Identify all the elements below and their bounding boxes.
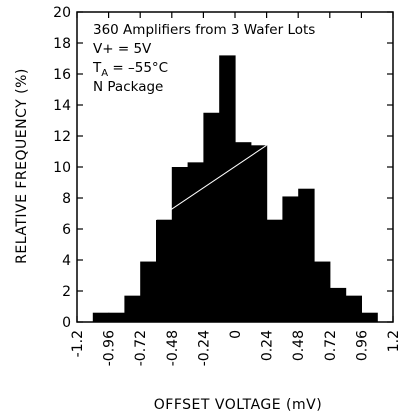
x-tick-label: -1.2 [70, 330, 86, 357]
x-tick-label: 0.48 [291, 330, 307, 361]
y-tick-label: 6 [62, 222, 71, 238]
x-tick-label: 1.2 [386, 330, 401, 352]
histogram-bar [203, 112, 220, 322]
histogram-bar [298, 188, 315, 322]
histogram-bar [266, 219, 283, 322]
y-tick-label: 2 [62, 284, 71, 300]
annotation-t: T [92, 60, 102, 76]
y-tick-label: 8 [62, 191, 71, 207]
y-tick-label: 4 [62, 253, 71, 269]
annotation-line-2: V+ = 5V [93, 41, 152, 57]
annotation-line-3: TA = –55°C [92, 60, 168, 79]
histogram-bar [282, 196, 299, 322]
y-tick-label: 20 [53, 5, 71, 21]
histogram-bar [187, 162, 204, 322]
y-ticks-group: 0 2 4 6 8 10 12 14 16 18 20 [53, 5, 393, 331]
x-tick-label: 0 [228, 330, 244, 339]
histogram-bar [314, 261, 331, 322]
x-ticks-group: -1.2 -0.96 -0.72 -0.48 -0.24 0 0.24 0.48 0.72 0.9… [70, 12, 401, 366]
y-tick-label: 10 [53, 160, 71, 176]
y-axis-title: RELATIVE FREQUENCY (%) [14, 68, 30, 264]
histogram-bar [219, 55, 236, 323]
y-tick-label: 14 [53, 98, 71, 114]
histogram-bar [171, 167, 189, 322]
x-tick-label: 0.24 [260, 330, 276, 361]
x-tick-label: 0.72 [323, 330, 339, 361]
x-tick-label: -0.24 [196, 330, 212, 366]
histogram-bar [92, 312, 110, 322]
annotation-subscript-a: A [101, 68, 108, 79]
histogram-bar [250, 145, 268, 322]
x-tick-label: -0.96 [102, 330, 118, 366]
annotation-temp-value: = –55°C [108, 60, 168, 76]
y-tick-label: 0 [62, 315, 71, 331]
annotation-line-4: N Package [93, 79, 163, 95]
y-tick-label: 12 [53, 129, 71, 145]
y-tick-label: 18 [53, 36, 71, 52]
histogram-bar [235, 142, 252, 322]
histogram-bar [361, 312, 378, 322]
x-tick-label: 0.96 [354, 330, 370, 361]
x-axis-title: OFFSET VOLTAGE (mV) [154, 397, 322, 413]
histogram-bar [108, 312, 125, 322]
annotation-line-1: 360 Amplifiers from 3 Wafer Lots [93, 22, 315, 38]
histogram-bar [156, 219, 173, 322]
histogram-bar [140, 261, 157, 322]
bar-diagonal-artifact [155, 144, 267, 221]
bars-group [92, 55, 378, 323]
histogram-bar [124, 295, 141, 322]
x-tick-label: -0.48 [165, 330, 181, 366]
histogram-bar [345, 295, 362, 322]
y-tick-label: 16 [53, 67, 71, 83]
histogram-bar [329, 287, 347, 322]
x-tick-label: -0.72 [133, 330, 149, 366]
